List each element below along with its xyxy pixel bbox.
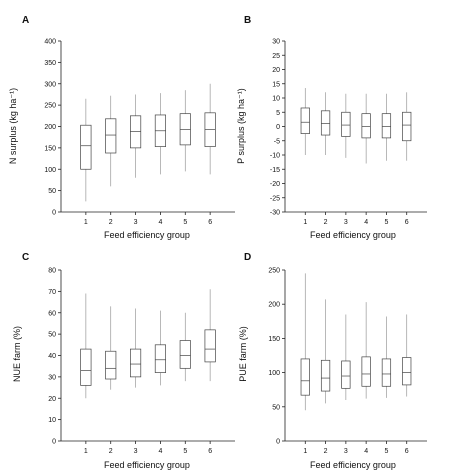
- y-tick-label: 20: [272, 67, 280, 74]
- x-tick-label: 4: [158, 448, 162, 455]
- y-tick-label: -25: [270, 195, 280, 202]
- box: [80, 348, 92, 386]
- x-tick-label: 1: [303, 219, 307, 226]
- box: [381, 113, 392, 139]
- y-tick-label: -30: [270, 210, 280, 217]
- box: [341, 360, 351, 389]
- y-tick-label: 10: [272, 96, 280, 103]
- y-tick-label: 0: [52, 439, 56, 446]
- y-tick-label: -20: [270, 181, 280, 188]
- panel-letter: B: [244, 15, 251, 26]
- panel-a: A N surplus (kg ha⁻¹) Feed efficiency gr…: [8, 15, 235, 240]
- x-tick-label: 4: [364, 448, 368, 455]
- box: [320, 110, 331, 136]
- box: [300, 358, 310, 396]
- x-tick-label: 4: [364, 219, 368, 226]
- box: [402, 111, 412, 142]
- x-tick-label: 6: [405, 219, 409, 226]
- y-tick-label: 350: [44, 60, 56, 67]
- y-tick-label: 0: [276, 439, 280, 446]
- x-axis-label: Feed efficiency group: [310, 230, 396, 240]
- y-axis-label: P surplus (kg ha⁻¹): [236, 88, 246, 164]
- box: [361, 356, 371, 387]
- y-tick-label: 15: [272, 81, 280, 88]
- y-tick-label: 5: [276, 110, 280, 117]
- panel-d: D PUE farm (%) Feed efficiency group 0 50…: [238, 252, 427, 470]
- y-tick-label: 300: [44, 81, 56, 88]
- y-tick-label: 100: [268, 370, 280, 377]
- box: [130, 348, 142, 378]
- x-tick-label: 2: [109, 448, 113, 455]
- x-tick-label: 5: [384, 219, 388, 226]
- y-tick-label: 150: [268, 336, 280, 343]
- panel-letter: D: [244, 252, 251, 263]
- y-tick-label: 80: [48, 268, 56, 275]
- y-tick-label: 200: [44, 124, 56, 131]
- panel-letter: C: [22, 252, 29, 263]
- y-tick-label: 100: [44, 167, 56, 174]
- x-tick-label: 3: [134, 448, 138, 455]
- y-axis-label: PUE farm (%): [238, 326, 248, 382]
- y-tick-label: 40: [48, 353, 56, 360]
- x-tick-label: 3: [134, 219, 138, 226]
- x-axis-label: Feed efficiency group: [310, 460, 396, 470]
- x-tick-label: 5: [384, 448, 388, 455]
- y-tick-label: 30: [272, 39, 280, 46]
- box: [300, 107, 310, 134]
- y-tick-label: 250: [268, 268, 280, 275]
- box: [402, 357, 412, 386]
- y-tick-label: 60: [48, 310, 56, 317]
- y-tick-label: 50: [48, 188, 56, 195]
- y-tick-label: -15: [270, 167, 280, 174]
- x-tick-label: 6: [405, 448, 409, 455]
- x-tick-label: 5: [183, 448, 187, 455]
- box: [179, 340, 191, 369]
- box: [204, 329, 216, 363]
- x-tick-label: 2: [324, 219, 328, 226]
- y-tick-label: 20: [48, 396, 56, 403]
- y-axis-label: NUE farm (%): [12, 326, 22, 382]
- x-tick-label: 6: [208, 219, 212, 226]
- x-tick-label: 1: [84, 448, 88, 455]
- y-tick-label: 0: [52, 210, 56, 217]
- x-axis-label: Feed efficiency group: [104, 230, 190, 240]
- y-tick-label: 30: [48, 374, 56, 381]
- x-tick-label: 5: [183, 219, 187, 226]
- box: [341, 111, 351, 137]
- x-tick-label: 1: [303, 448, 307, 455]
- box: [320, 359, 331, 392]
- x-tick-label: 3: [344, 448, 348, 455]
- y-tick-label: 25: [272, 53, 280, 60]
- box: [105, 350, 117, 380]
- x-tick-label: 3: [344, 219, 348, 226]
- panel-b: B P surplus (kg ha⁻¹) Feed efficiency gr…: [236, 15, 427, 240]
- box: [105, 118, 117, 154]
- y-axis-label: N surplus (kg ha⁻¹): [8, 88, 18, 164]
- y-tick-label: 70: [48, 289, 56, 296]
- box: [154, 344, 166, 373]
- box: [381, 358, 392, 387]
- x-tick-label: 6: [208, 448, 212, 455]
- y-tick-label: -10: [270, 153, 280, 160]
- y-tick-label: 50: [272, 404, 280, 411]
- panel-c: C NUE farm (%) Feed efficiency group 0 10…: [12, 252, 235, 470]
- x-tick-label: 4: [158, 219, 162, 226]
- y-tick-label: 10: [48, 417, 56, 424]
- y-tick-label: -5: [274, 138, 280, 145]
- box: [80, 124, 92, 170]
- y-tick-label: 250: [44, 103, 56, 110]
- x-tick-label: 1: [84, 219, 88, 226]
- x-tick-label: 2: [324, 448, 328, 455]
- y-tick-label: 150: [44, 145, 56, 152]
- x-axis-label: Feed efficiency group: [104, 460, 190, 470]
- x-tick-label: 2: [109, 219, 113, 226]
- y-tick-label: 200: [268, 302, 280, 309]
- box: [361, 113, 371, 139]
- panel-letter: A: [22, 15, 29, 26]
- y-tick-label: 0: [276, 124, 280, 131]
- y-tick-label: 50: [48, 332, 56, 339]
- y-tick-label: 400: [44, 39, 56, 46]
